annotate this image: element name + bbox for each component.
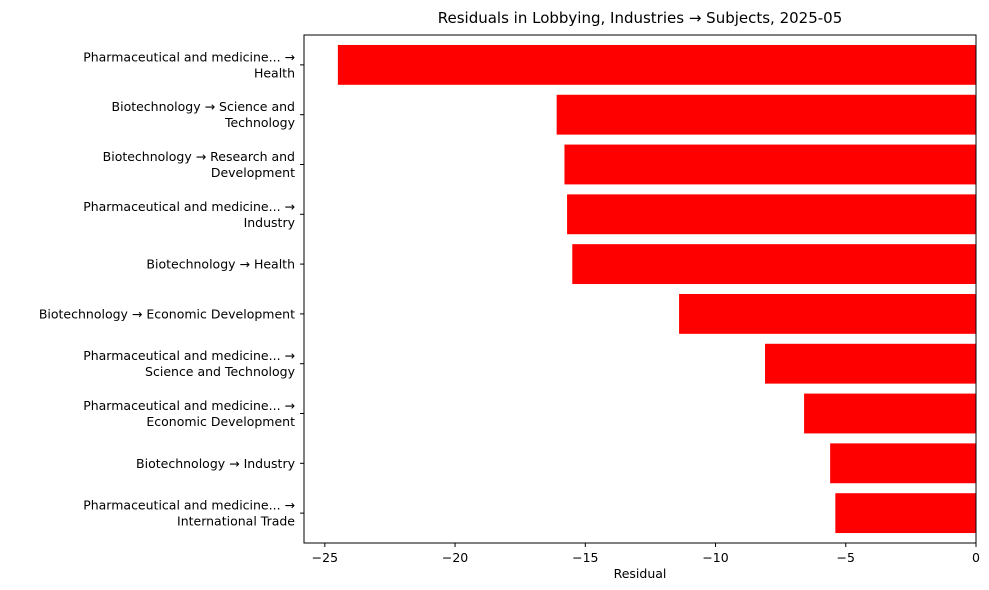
x-axis-label: Residual [614,566,667,581]
category-label-line: Biotechnology → Research and [103,149,295,164]
bar-7 [804,393,976,434]
category-label-4: Biotechnology → Health [146,257,295,272]
x-tick-label-1: −20 [442,550,468,565]
bars-group [337,44,976,534]
category-label-line: Science and Technology [145,364,296,379]
category-label-line: Pharmaceutical and medicine... → [83,199,295,214]
bar-4 [572,244,976,285]
category-labels-group: Pharmaceutical and medicine... → HealthBi… [39,49,304,529]
bar-9 [835,493,976,534]
bar-1 [556,94,976,135]
category-label-line: Technology [224,115,296,130]
category-label-line: Pharmaceutical and medicine... → [83,398,295,413]
category-label-3: Pharmaceutical and medicine... → Industry [83,199,295,230]
category-label-0: Pharmaceutical and medicine... → Health [83,49,295,80]
chart-title: Residuals in Lobbying, Industries → Subj… [438,9,843,27]
category-label-8: Biotechnology → Industry [136,456,296,471]
category-label-7: Pharmaceutical and medicine... → Economic… [83,398,295,429]
category-label-line: International Trade [177,514,295,529]
category-label-1: Biotechnology → Science and Technology [112,99,296,130]
category-label-line: Development [211,165,295,180]
bar-0 [337,44,976,85]
x-tick-label-2: −15 [572,550,598,565]
category-label-line: Biotechnology → Science and [112,99,295,114]
plot-frame [303,34,977,544]
category-label-line: Biotechnology → Health [146,257,295,272]
category-label-5: Biotechnology → Economic Development [39,306,295,321]
category-label-line: Health [254,65,295,80]
category-label-line: Biotechnology → Industry [136,456,296,471]
x-tick-label-4: −5 [837,550,855,565]
x-tick-label-3: −10 [702,550,728,565]
category-label-line: Industry [244,215,296,230]
category-label-6: Pharmaceutical and medicine... → Science … [83,348,295,379]
x-tick-label-0: −25 [312,550,338,565]
bar-6 [765,343,976,384]
category-label-9: Pharmaceutical and medicine... → Internat… [83,498,295,529]
category-label-line: Pharmaceutical and medicine... → [83,49,295,64]
x-tick-label-5: 0 [972,550,980,565]
x-ticks-group: −25 −20 −15 −10 −5 0 [312,543,980,565]
bar-3 [567,194,976,235]
bar-8 [830,443,976,484]
category-label-line: Pharmaceutical and medicine... → [83,498,295,513]
category-label-line: Biotechnology → Economic Development [39,306,295,321]
category-label-2: Biotechnology → Research and Development [103,149,295,180]
bar-5 [679,293,976,334]
bar-2 [564,144,976,185]
category-label-line: Economic Development [146,414,295,429]
category-label-line: Pharmaceutical and medicine... → [83,348,295,363]
